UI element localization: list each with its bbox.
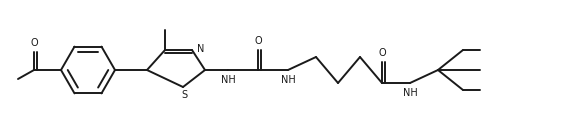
Text: NH: NH (281, 75, 295, 85)
Text: O: O (254, 36, 262, 46)
Text: NH: NH (220, 75, 236, 85)
Text: N: N (197, 44, 205, 54)
Text: S: S (181, 90, 187, 100)
Text: NH: NH (403, 88, 418, 98)
Text: O: O (30, 38, 38, 48)
Text: O: O (378, 48, 386, 58)
